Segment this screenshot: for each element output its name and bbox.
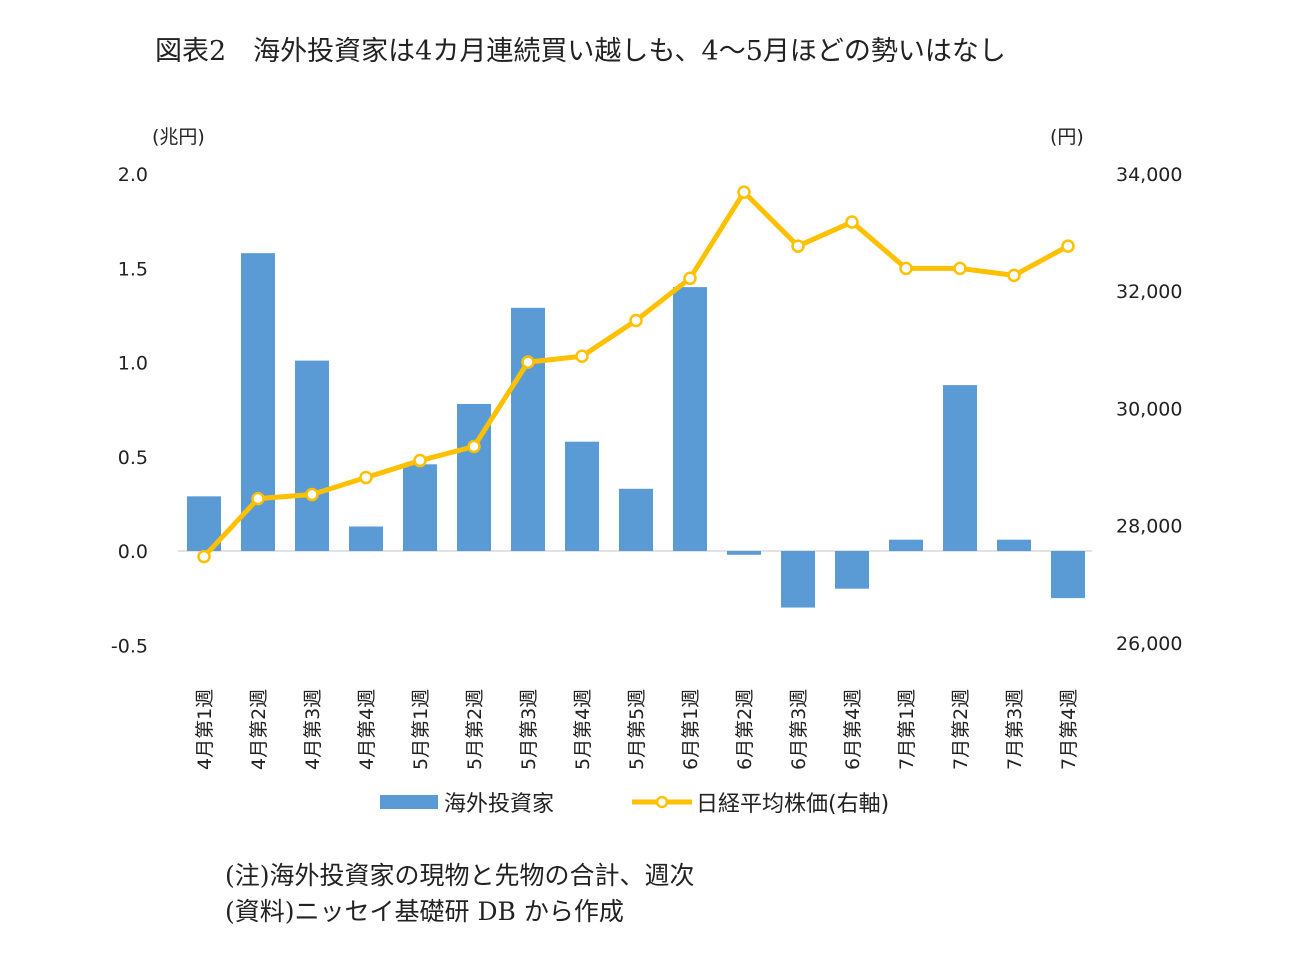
category-label: 5月第4週: [572, 689, 594, 770]
category-label: 7月第4週: [1058, 689, 1080, 770]
category-labels: 4月第1週 4月第2週 4月第3週 4月第4週 5月第1週 5月第2週 5月第3週 5月第4週…: [194, 689, 1080, 770]
category-label: 6月第2週: [734, 689, 756, 770]
right-tick-label: 34,000: [1116, 164, 1182, 186]
bar: [1051, 551, 1085, 599]
line-point: [683, 271, 697, 286]
legend-line-marker: [655, 795, 669, 809]
category-label: 6月第4週: [842, 689, 864, 770]
bar: [511, 307, 545, 551]
right-tick-label: 30,000: [1116, 398, 1182, 420]
line-point: [1061, 239, 1075, 253]
line-point: [467, 439, 481, 454]
category-label: 7月第1週: [896, 689, 918, 770]
line-point: [845, 215, 859, 229]
right-axis-unit: (円): [1050, 126, 1084, 148]
line-point: [575, 349, 589, 363]
category-label: 4月第1週: [194, 689, 216, 770]
bar: [781, 551, 815, 608]
line-point: [1007, 268, 1021, 283]
source: (資料)ニッセイ基礎研 DB から作成: [225, 897, 624, 926]
legend: 海外投資家 日経平均株価(右軸): [380, 792, 889, 817]
bar: [403, 464, 437, 551]
category-label: 4月第4週: [356, 689, 378, 770]
category-label: 7月第3週: [1004, 689, 1026, 770]
line-point: [413, 453, 427, 468]
line-series: [197, 185, 1075, 564]
bar: [565, 441, 599, 551]
category-label: 6月第1週: [680, 689, 702, 770]
category-label: 5月第5週: [626, 689, 648, 770]
legend-line-label: 日経平均株価(右軸): [696, 792, 889, 817]
bar: [673, 287, 707, 551]
line-point: [251, 491, 265, 506]
line-point: [953, 261, 967, 276]
category-label: 5月第3週: [518, 689, 540, 770]
legend-bar-swatch: [380, 795, 438, 809]
line-point: [521, 355, 535, 369]
line-point: [629, 313, 643, 328]
category-label: 6月第3週: [788, 689, 810, 770]
left-tick-label: 1.0: [118, 353, 148, 375]
left-tick-label: 1.5: [118, 258, 148, 280]
left-tick-label: 0.5: [118, 447, 148, 469]
chart-title: 図表2 海外投資家は4カ月連続買い越しも、4～5月ほどの勢いはなし: [155, 36, 1006, 67]
note: (注)海外投資家の現物と先物の合計、週次: [225, 861, 695, 890]
bar: [943, 385, 977, 551]
right-tick-label: 26,000: [1116, 633, 1182, 655]
line-point: [791, 239, 805, 253]
line-point: [305, 487, 319, 502]
bar: [727, 551, 761, 555]
bar: [889, 539, 923, 551]
right-tick-label: 32,000: [1116, 281, 1182, 303]
left-tick-label: -0.5: [111, 635, 148, 657]
left-axis-unit: (兆円): [152, 126, 205, 148]
bar: [997, 539, 1031, 551]
bar: [835, 551, 869, 589]
right-tick-label: 28,000: [1116, 516, 1182, 538]
category-label: 7月第2週: [950, 689, 972, 770]
bar-series: [187, 253, 1085, 608]
right-axis: 34,000 32,000 30,000 28,000 26,000: [1116, 164, 1182, 655]
line-point: [737, 185, 751, 199]
line-point: [899, 261, 913, 276]
category-label: 5月第2週: [464, 689, 486, 770]
category-label: 5月第1週: [410, 689, 432, 770]
left-tick-label: 0.0: [118, 541, 148, 563]
left-axis: 2.0 1.5 1.0 0.5 0.0 -0.5: [111, 164, 148, 657]
bar: [295, 360, 329, 551]
legend-bar-label: 海外投資家: [444, 792, 554, 817]
bar: [619, 488, 653, 551]
line-point: [359, 470, 373, 485]
category-label: 4月第3週: [302, 689, 324, 770]
left-tick-label: 2.0: [118, 164, 148, 186]
bar: [241, 253, 275, 552]
category-label: 4月第2週: [248, 689, 270, 770]
bar: [349, 526, 383, 551]
line-point: [197, 549, 211, 564]
